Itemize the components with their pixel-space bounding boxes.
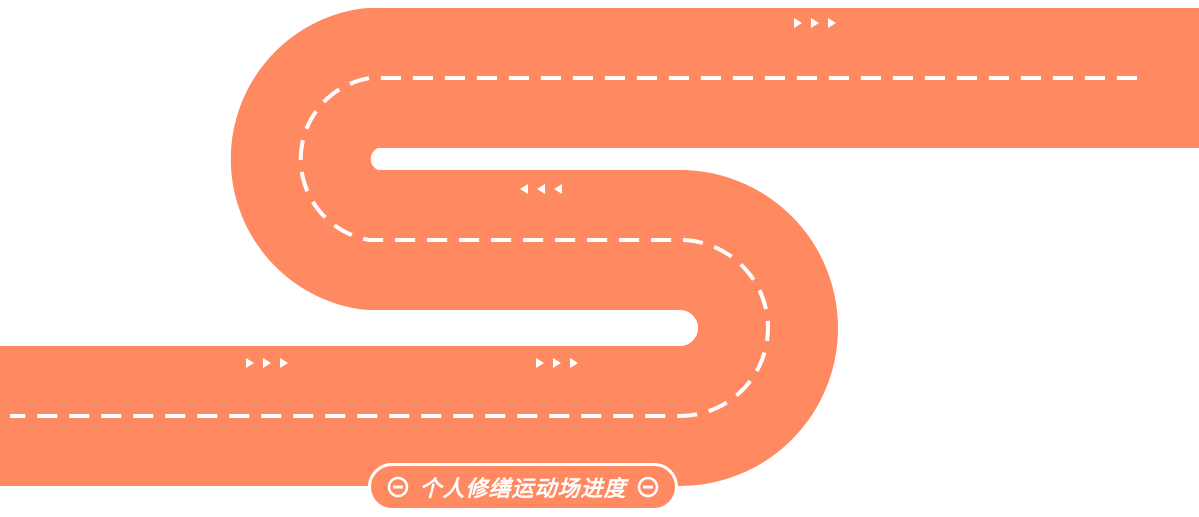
- direction-arrows-top-right: [794, 18, 836, 28]
- arrow-right-icon: [280, 358, 288, 368]
- arrow-left-icon: [520, 184, 528, 194]
- direction-arrows-middle-left: [520, 184, 562, 194]
- direction-arrows-bottom-middle: [536, 358, 578, 368]
- title-text: 个人修缮运动场进度: [419, 477, 627, 502]
- direction-arrows-bottom-left: [246, 358, 288, 368]
- arrow-right-icon: [246, 358, 254, 368]
- lane-divider-line: [10, 76, 1137, 418]
- title-badge: 个人修缮运动场进度: [368, 463, 678, 511]
- minus-circle-icon: [388, 476, 409, 498]
- arrow-right-icon: [794, 18, 802, 28]
- s-curve-road: [0, 8, 1199, 486]
- minus-circle-icon: [637, 476, 658, 498]
- arrow-left-icon: [554, 184, 562, 194]
- arrow-right-icon: [263, 358, 271, 368]
- arrow-right-icon: [536, 358, 544, 368]
- arrow-right-icon: [553, 358, 561, 368]
- arrow-right-icon: [828, 18, 836, 28]
- arrow-right-icon: [570, 358, 578, 368]
- arrow-right-icon: [811, 18, 819, 28]
- arrow-left-icon: [537, 184, 545, 194]
